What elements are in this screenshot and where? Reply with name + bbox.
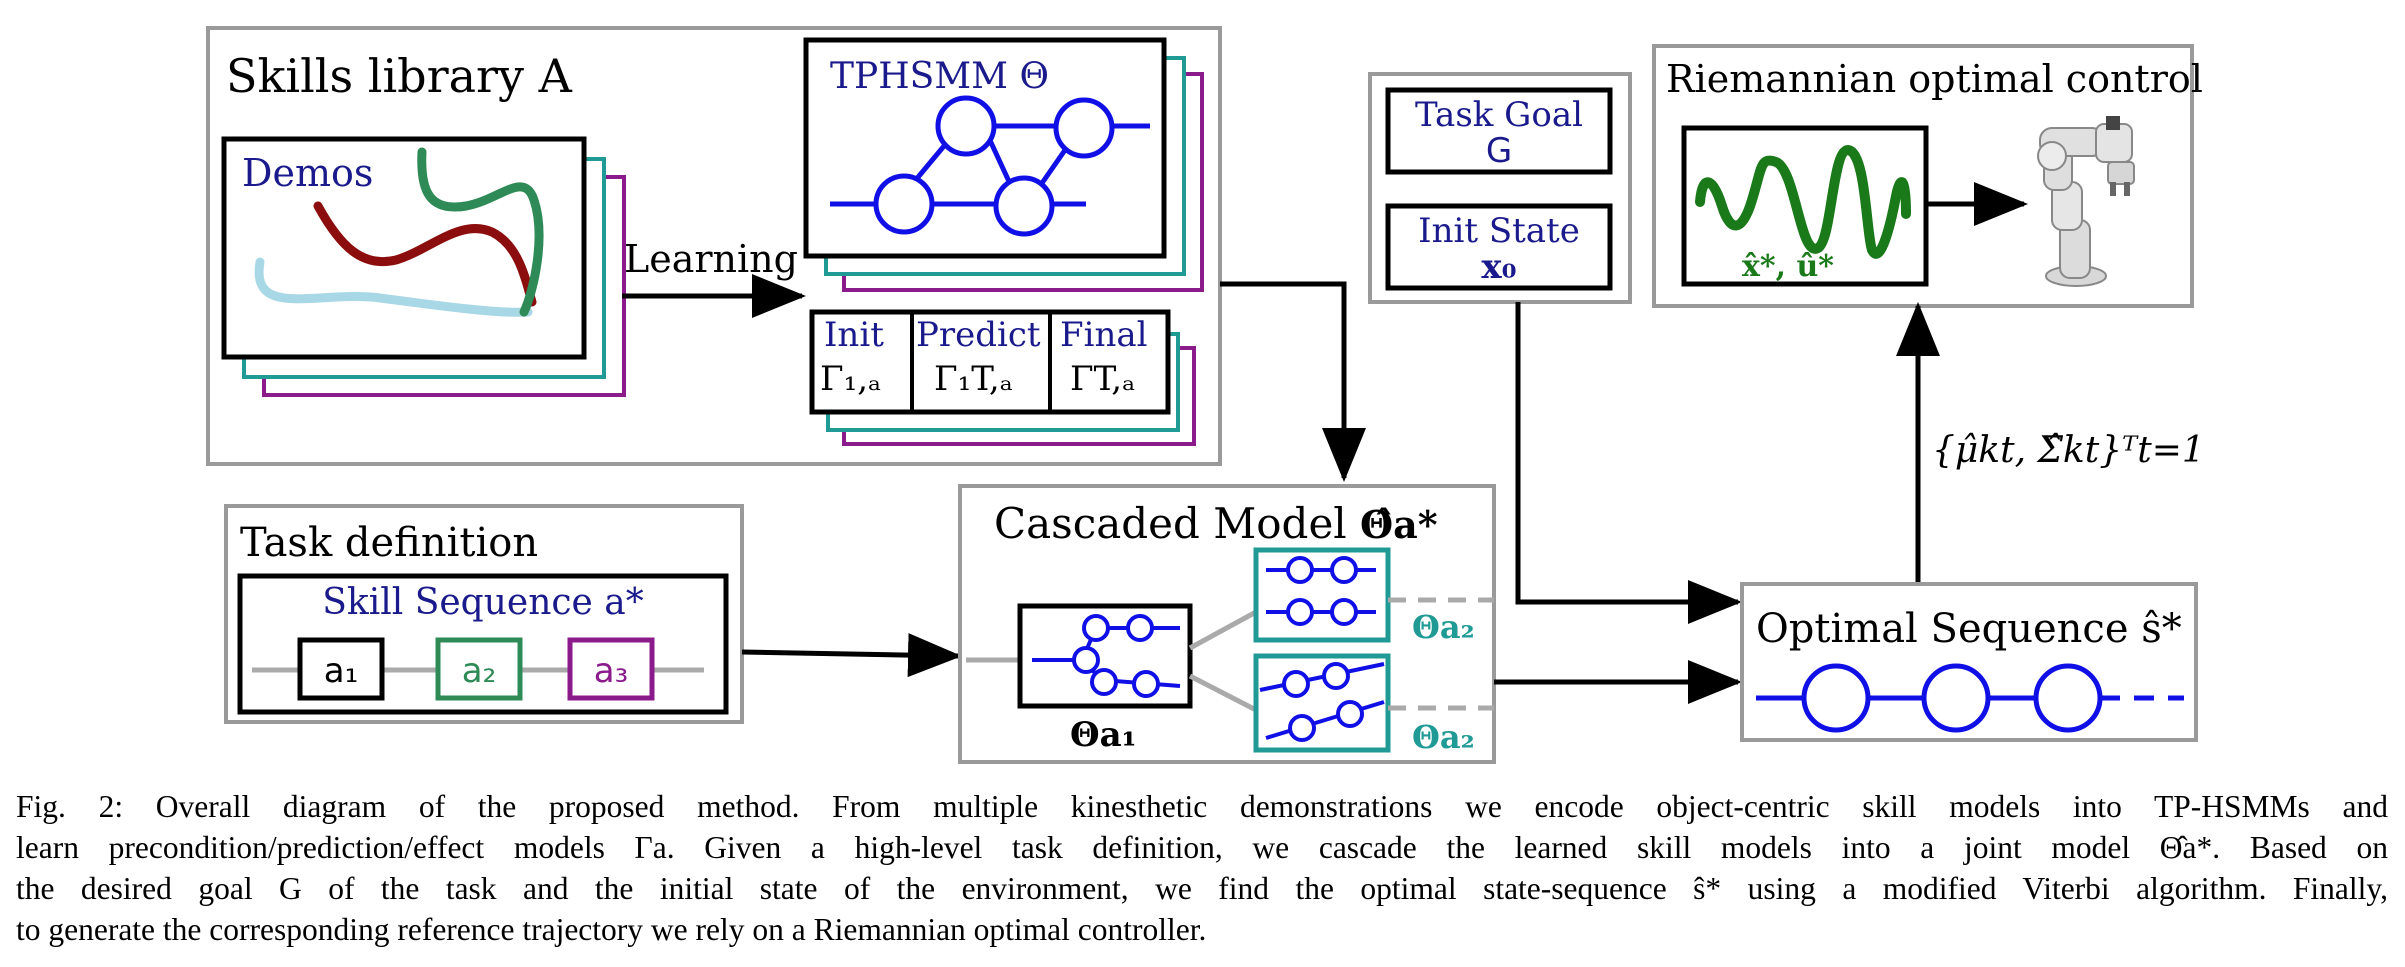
predict-gamma: Γ₁T,ₐ: [934, 359, 1013, 399]
a1-graph: [1032, 614, 1181, 698]
init-state-symbol: x₀: [1481, 247, 1516, 287]
init-state-label: Init State: [1418, 211, 1580, 251]
library-to-cascade-arrow: [1220, 281, 1366, 482]
riemannian-title: Riemannian optimal control: [1666, 57, 2203, 101]
state-to-optimal-arrow: [1515, 302, 1742, 624]
task-to-cascade-arrow: [741, 633, 962, 678]
demos-stack: Demos: [221, 136, 626, 397]
cascaded-title: Cascaded Model: [994, 499, 1347, 548]
final-label: Final: [1060, 315, 1148, 355]
demos-label: Demos: [242, 151, 373, 195]
task-definition-panel: Task definition Skill Sequence a* a₁ a₂ …: [224, 504, 744, 724]
demo-trajectory-lightblue: [254, 257, 533, 317]
robot-arm-icon: [2037, 116, 2135, 287]
cascaded-model-panel: Cascaded Model Θ̂a* Θa₁: [958, 484, 1496, 764]
distribution-label: {μ̂kt, Σ̂kt}ᵀt=1: [1932, 430, 2205, 471]
final-gamma: ΓT,ₐ: [1070, 359, 1135, 399]
tphsmm-label: TPHSMM Θ: [830, 56, 1049, 97]
method-diagram: Skills library A Demos Learning TPHSMM Θ: [206, 26, 2205, 764]
skills-library-panel: Skills library A Demos Learning TPHSMM Θ: [206, 26, 1222, 466]
riemannian-trajectory-label: x̂*, û*: [1742, 249, 1834, 284]
figure-caption: Fig. 2: Overall diagram of the proposed …: [16, 786, 2388, 950]
riemannian-trajectory: [1695, 144, 1911, 259]
optimal-sequence-panel: Optimal Sequence ŝ*: [1740, 582, 2198, 742]
caption-line-4: to generate the corresponding reference …: [16, 912, 1207, 947]
task-goal-label: Task Goal: [1415, 95, 1583, 135]
a2-top-graph: [1266, 556, 1376, 626]
gamma-stack: Init Γ₁,ₐ Predict Γ₁T,ₐ Final ΓT,ₐ: [809, 309, 1196, 446]
optimal-sequence-graph: [1756, 663, 2184, 733]
skill-a3: a₃: [594, 651, 628, 691]
caption-line-3: the desired goal G of the task and the i…: [16, 871, 2388, 906]
skill-a2: a₂: [462, 651, 496, 691]
tphsmm-graph: [830, 95, 1150, 237]
theta-a2-top: Θa₂: [1412, 608, 1475, 646]
skill-sequence-label: Skill Sequence a*: [322, 582, 644, 623]
task-definition-title: Task definition: [240, 520, 538, 566]
theta-a1: Θa₁: [1070, 715, 1137, 755]
goal-state-panel: Task Goal G Init State x₀: [1368, 72, 1632, 304]
optimal-sequence-label: Optimal Sequence ŝ*: [1756, 606, 2182, 652]
demo-trajectory-maroon: [313, 201, 537, 307]
a2-bottom-graph: [1259, 662, 1385, 742]
riemannian-panel: Riemannian optimal control x̂*, û*: [1652, 44, 2203, 308]
tphsmm-stack: TPHSMM Θ: [803, 37, 1204, 292]
predict-label: Predict: [916, 315, 1041, 355]
demo-trajectory-green: [417, 147, 544, 317]
skills-library-title: Skills library A: [226, 49, 573, 103]
caption-line-1: Fig. 2: Overall diagram of the proposed …: [16, 789, 2388, 824]
init-label: Init: [824, 315, 884, 355]
init-gamma: Γ₁,ₐ: [820, 359, 881, 399]
learning-label: Learning: [624, 237, 798, 281]
caption-line-2: learn precondition/prediction/effect mod…: [16, 830, 2388, 865]
task-goal-symbol: G: [1486, 131, 1512, 171]
theta-a2-bottom: Θa₂: [1412, 718, 1475, 756]
cascaded-title-symbol: Θ̂a*: [1360, 502, 1438, 547]
skill-a1: a₁: [324, 651, 358, 691]
